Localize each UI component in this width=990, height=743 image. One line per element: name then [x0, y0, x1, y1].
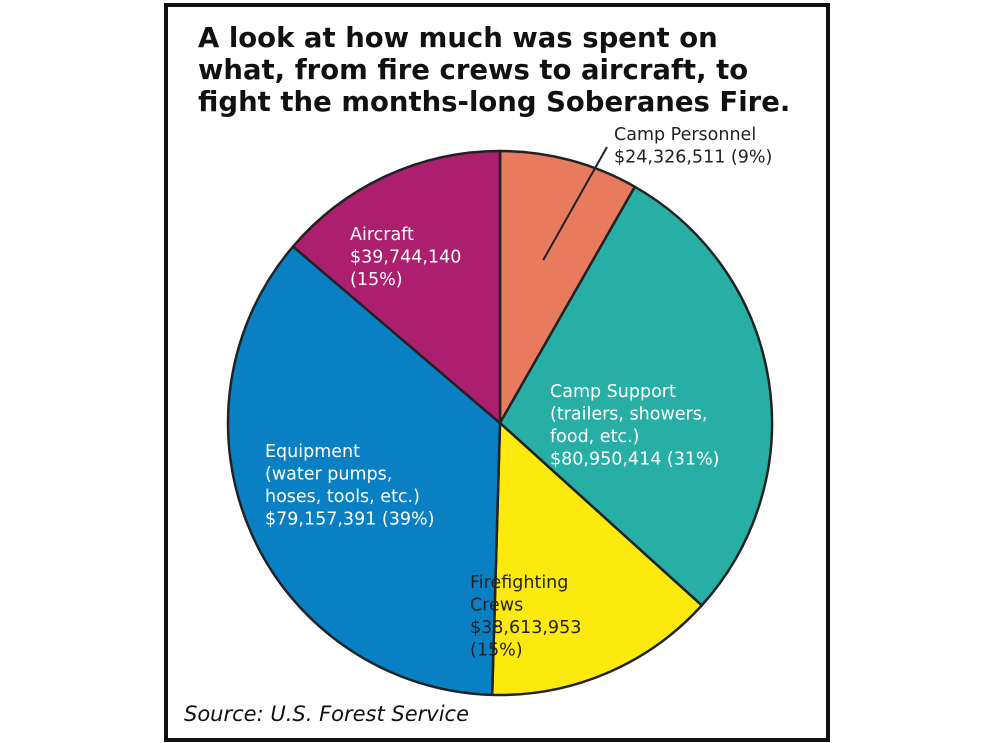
- slice-label-line: Camp Personnel: [614, 125, 756, 145]
- leader-lines: [542, 146, 608, 261]
- slice-label-line: (trailers, showers,: [550, 405, 707, 425]
- slice-label-line: $24,326,511 (9%): [614, 148, 772, 168]
- slice-label-line: (15%): [470, 641, 523, 661]
- slice-label-firefighting-crews: Firefighting Crews $38,613,953 (15%): [470, 573, 581, 661]
- slice-label-line: $38,613,953: [470, 618, 581, 638]
- slice-label-line: food, etc.): [550, 427, 639, 447]
- pie-slice-camp-support: [498, 185, 774, 607]
- leader-line-camp-personnel: [542, 146, 608, 261]
- chart-source: Source: U.S. Forest Service: [184, 702, 470, 726]
- slice-label-line: Equipment: [265, 442, 360, 462]
- slice-label-line: Crews: [470, 596, 523, 616]
- slice-label-line: $79,157,391 (39%): [265, 510, 434, 530]
- slice-label-line: $80,950,414 (31%): [550, 450, 719, 470]
- pie-slice-equipment: [226, 245, 502, 697]
- chart-title: A look at how much was spent on what, fr…: [198, 22, 791, 118]
- slice-label-line: $39,744,140: [350, 248, 461, 268]
- slice-label-line: (15%): [350, 270, 403, 290]
- pie-slice-firefighting-crews: [490, 421, 704, 697]
- pie-slice-camp-personnel: [498, 149, 637, 425]
- slice-label-line: Firefighting: [470, 573, 568, 593]
- slice-label-camp-support: Camp Support (trailers, showers, food, etc…: [550, 382, 719, 470]
- slice-label-line: Camp Support: [550, 382, 676, 402]
- slice-label-line: (water pumps,: [265, 465, 392, 485]
- pie-slices: [226, 149, 774, 697]
- slice-label-equipment: Equipment (water pumps, hoses, tools, etc.…: [265, 442, 434, 530]
- slice-label-line: hoses, tools, etc.): [265, 487, 420, 507]
- slice-label-aircraft: Aircraft $39,744,140 (15%): [350, 225, 461, 290]
- slice-labels: Camp Personnel $24,326,511 (9%) Camp Suppo…: [265, 125, 772, 661]
- pie-slice-aircraft: [291, 149, 502, 425]
- slice-label-line: Aircraft: [350, 225, 414, 245]
- slice-label-camp-personnel: Camp Personnel $24,326,511 (9%): [614, 125, 772, 168]
